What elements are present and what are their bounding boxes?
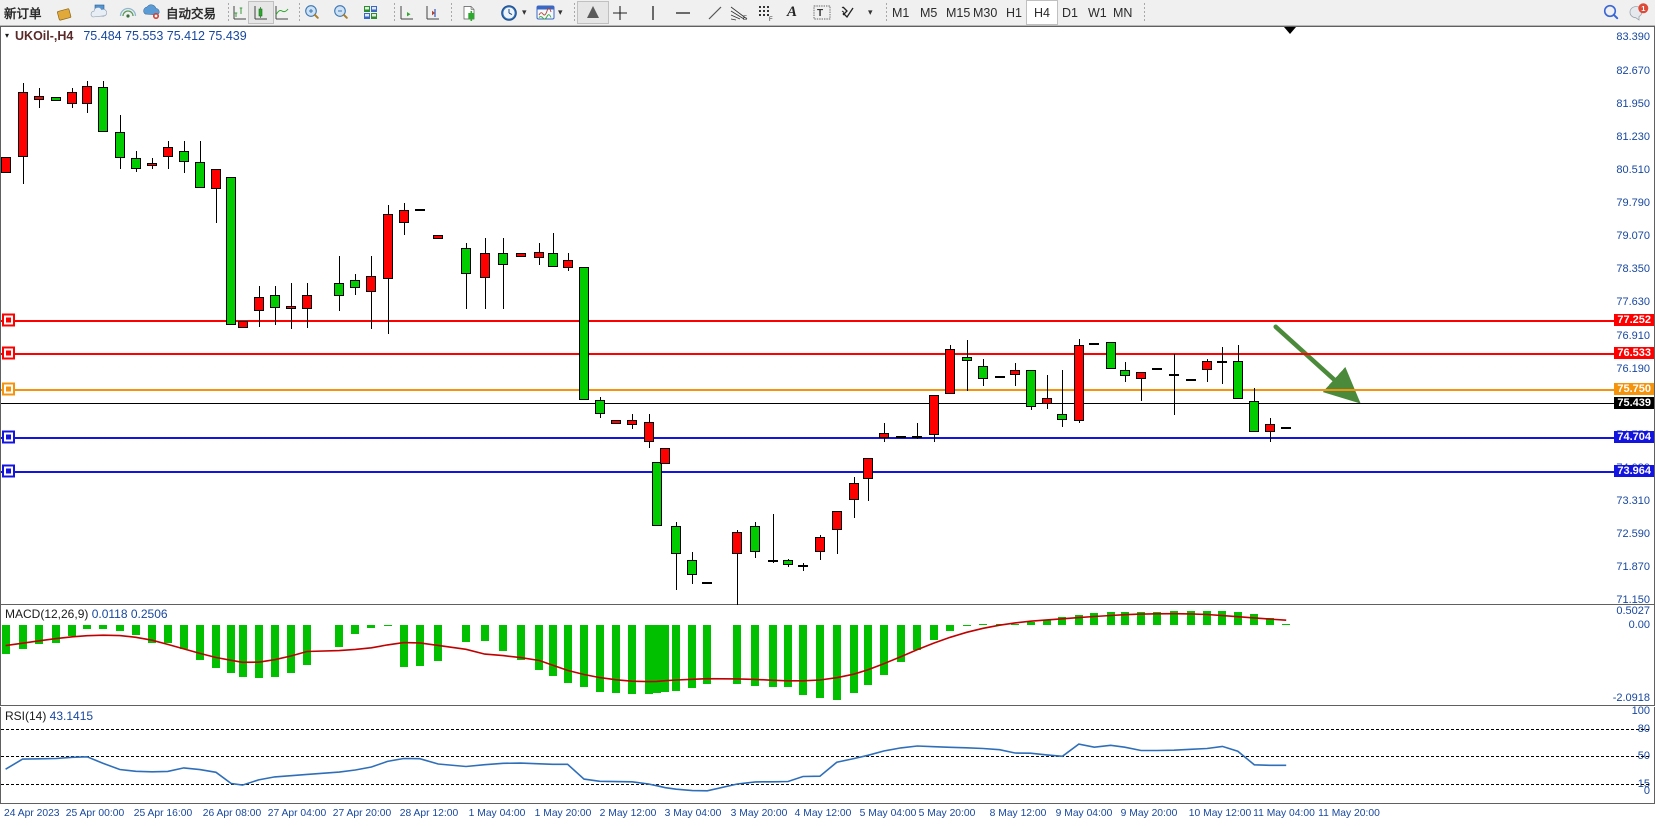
svg-text:T: T bbox=[817, 8, 823, 19]
svg-text:E: E bbox=[743, 16, 747, 21]
svg-text:F: F bbox=[769, 17, 773, 21]
svg-text:1: 1 bbox=[1641, 4, 1645, 13]
